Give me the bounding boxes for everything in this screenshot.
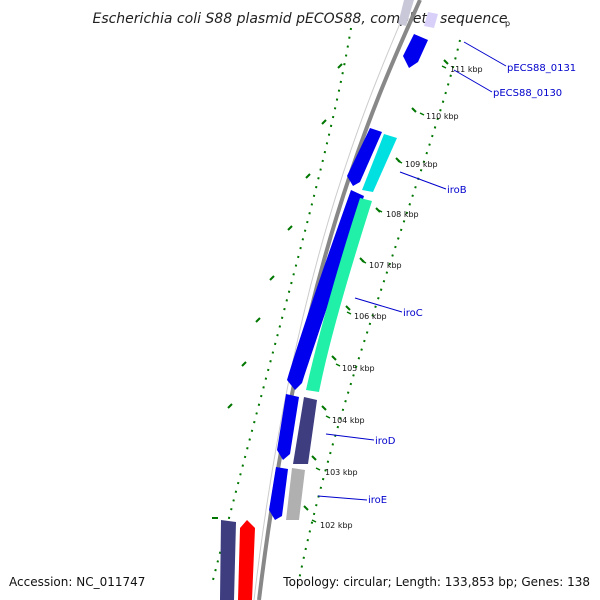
cds-bottom-red [238,520,255,600]
tick-label-103: 103 kbp [325,468,358,477]
cds-iroC-partner [287,190,364,390]
cds-iroB [362,134,397,192]
accession-label: Accession: NC_011747 [9,575,145,589]
kbp-ticks [311,65,447,523]
gene-label-pECS88_0130[interactable]: pECS88_0130 [493,88,562,99]
tick-label-108: 108 kbp [386,210,419,219]
topology-label: Topology: circular; Length: 133,853 bp; … [282,575,590,589]
tick-label-110: 110 kbp [426,112,459,121]
tick-label-109: 109 kbp [405,160,438,169]
cds-top-gray [398,0,414,26]
tick-label-105: 105 kbp [342,364,375,373]
map-title: Escherichia coli S88 plasmid pECOS88, co… [92,11,507,27]
cds-iroC [306,198,372,392]
cds-iroE [286,468,305,520]
backbone-arc [257,0,422,600]
tick-label-104: 104 kbp [332,416,365,425]
gene-label-iroD[interactable]: iroD [375,436,396,447]
cds-top-lilac [424,12,438,28]
tick-label-106: 106 kbp [354,312,387,321]
cds-fwd-2 [277,394,299,460]
cds-pECS88_0131 [403,34,428,68]
tick-label-102: 102 kbp [320,521,353,530]
forward-cds-track [269,34,428,520]
gene-label-pECS88_0131[interactable]: pECS88_0131 [507,63,576,74]
tick-label-p: p [505,19,510,28]
cds-fwd-3 [269,467,288,520]
cds-iroD [293,397,317,464]
cds-fwd-1 [347,128,382,186]
gene-leader-lines [317,41,507,501]
cds-bottom-purple [220,520,236,600]
gene-label-iroC[interactable]: iroC [403,308,423,319]
tick-label-111: 111 kbp [450,65,483,74]
backbone-shadow [253,0,411,600]
gene-label-iroE[interactable]: iroE [368,495,387,506]
tick-label-107: 107 kbp [369,261,402,270]
gene-label-iroB[interactable]: iroB [447,185,467,196]
